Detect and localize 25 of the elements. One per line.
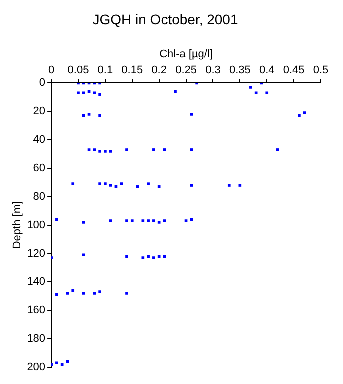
y-tick-label: 40 (33, 134, 46, 146)
x-tick-label: 0 (48, 64, 55, 77)
y-tick-label: 120 (27, 248, 46, 260)
y-tick-label: 20 (33, 106, 46, 118)
x-tick-label: 0.05 (68, 64, 90, 77)
y-tick-label: 200 (27, 361, 46, 374)
y-tick-label: 160 (27, 304, 46, 317)
x-tick-label: 0.3 (206, 64, 221, 77)
y-tick-label: 80 (33, 190, 46, 203)
y-tick-label: 0 (39, 77, 46, 90)
x-tick-label: 0.4 (259, 64, 275, 77)
x-tick-label: 0.35 (229, 64, 251, 77)
y-tick-label: 140 (27, 276, 46, 288)
chart-title: JGQH in October, 2001 (92, 11, 238, 28)
y-axis-title: Depth [m] (12, 201, 24, 250)
x-axis-title: Chl-a [µg/l] (160, 48, 213, 60)
x-tick-label: 0.1 (98, 64, 114, 77)
x-tick-label: 0.45 (283, 64, 305, 77)
x-tick-label: 0.25 (176, 64, 197, 77)
y-tick-label: 100 (27, 219, 46, 232)
y-tick-label: 60 (33, 162, 46, 174)
y-tick-label: 180 (27, 333, 46, 346)
x-tick-label: 0.15 (122, 64, 144, 77)
x-tick-label: 0.5 (313, 64, 329, 77)
x-tick-label: 0.2 (152, 64, 167, 77)
